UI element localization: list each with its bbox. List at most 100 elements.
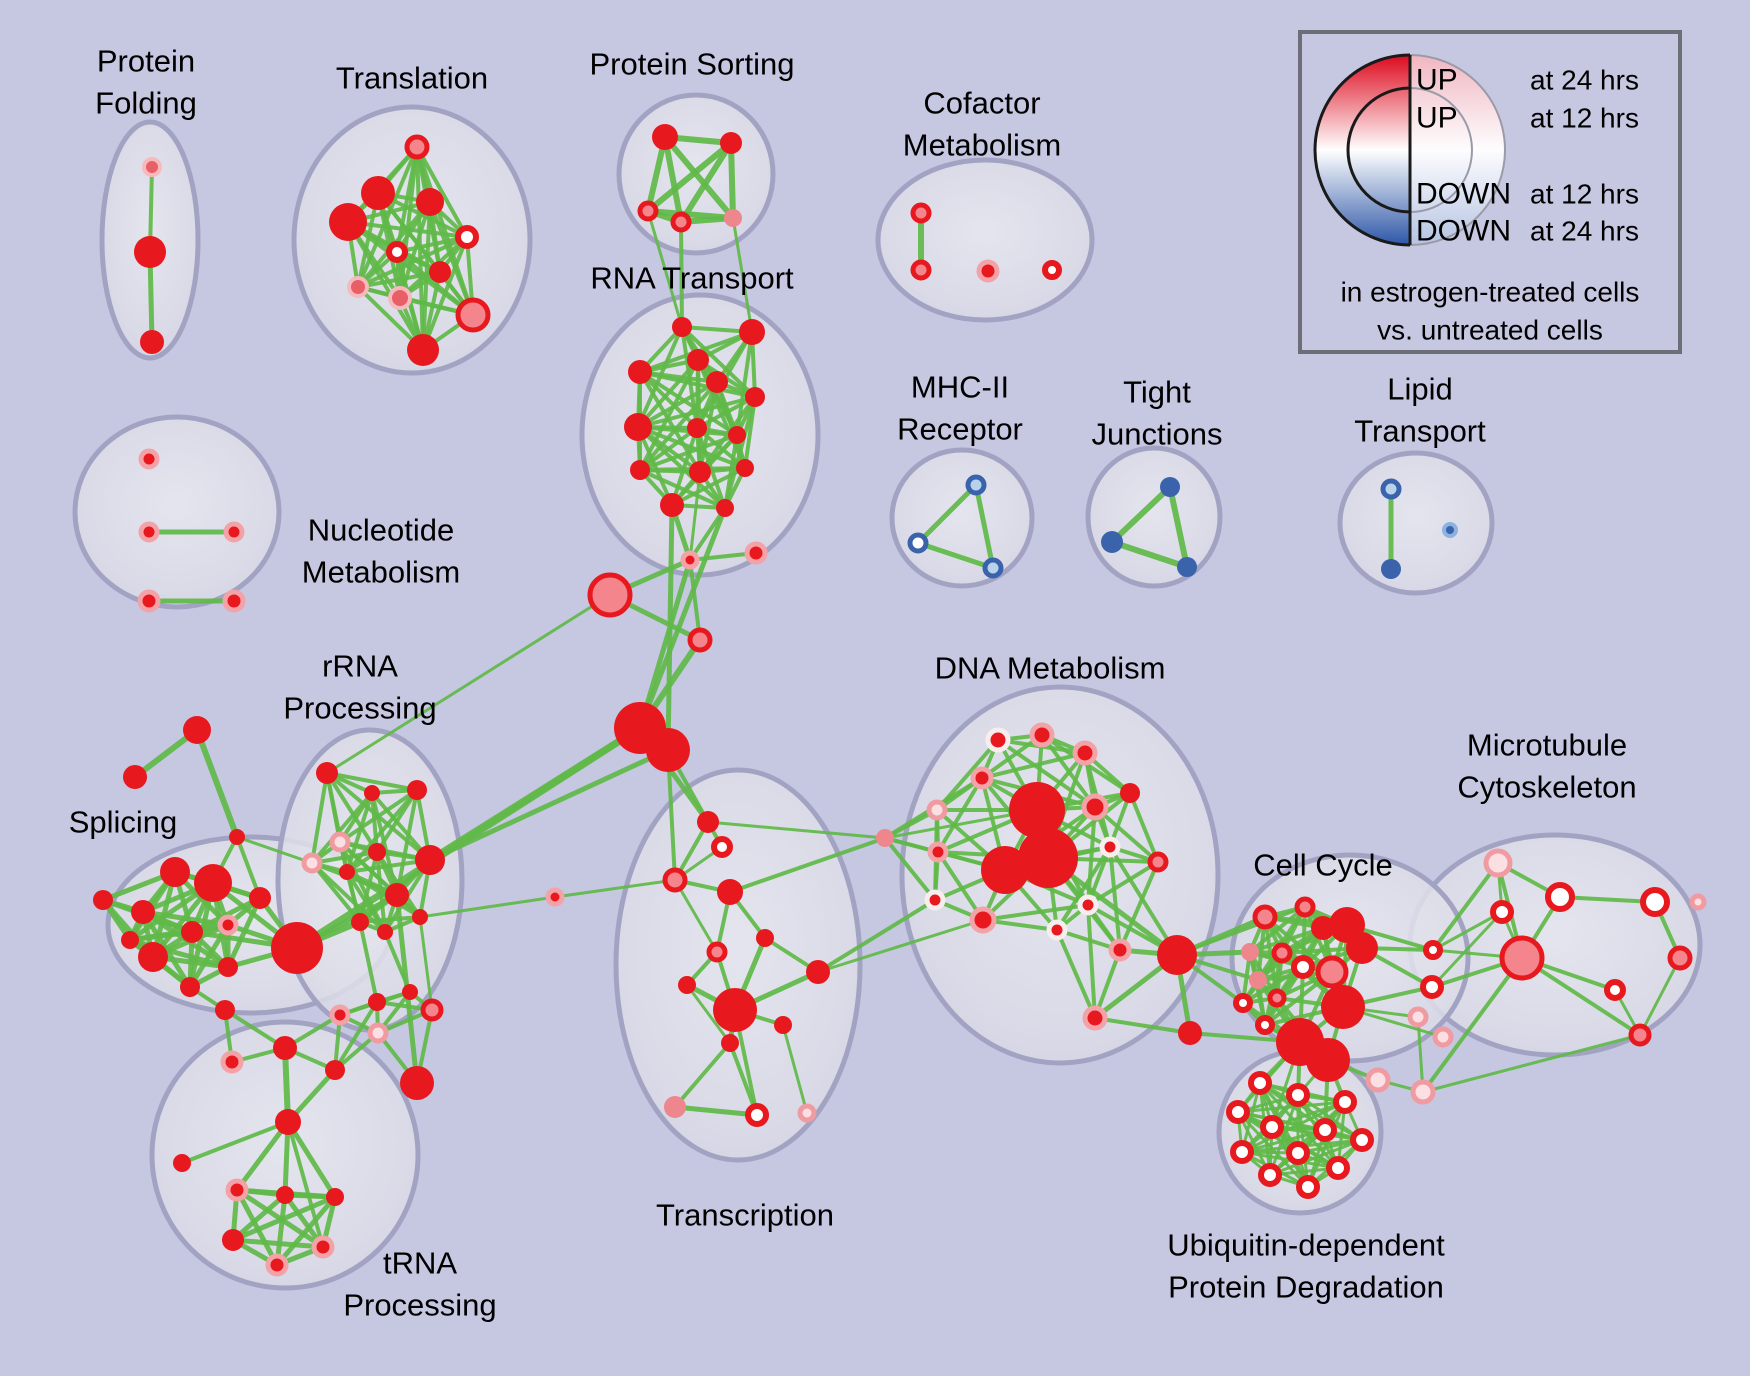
node-rr8 (385, 883, 409, 907)
node-tp9 (400, 1066, 434, 1100)
network-edge (996, 738, 1097, 809)
network-edge (293, 724, 644, 952)
node-ps0 (652, 124, 678, 150)
node-tx7 (678, 976, 696, 994)
node-mt3 (1499, 935, 1545, 981)
node-tp4 (420, 998, 444, 1022)
legend-time-label: at 24 hrs (1530, 65, 1639, 96)
node-mh0 (965, 474, 987, 496)
node-sp0 (183, 716, 211, 744)
node-sp1 (123, 765, 147, 789)
network-edge (673, 1041, 732, 1109)
node-sp4 (194, 864, 232, 902)
network-edge (1430, 910, 1504, 989)
cluster-label-tight-junctions: Tight (1123, 375, 1191, 410)
network-edge (274, 1192, 288, 1268)
cluster-label-translation: Translation (336, 61, 488, 96)
network-edge (1108, 845, 1122, 952)
node-tr3 (329, 203, 367, 241)
node-sp5 (131, 900, 155, 924)
network-edge (230, 1237, 326, 1250)
network-edge (553, 878, 677, 899)
legend-direction-label: UP (1416, 102, 1458, 135)
node-dn0 (985, 727, 1011, 753)
node-tx5 (706, 941, 728, 963)
cluster-label-cofactor-metabolism: Metabolism (903, 128, 1062, 163)
node-dn2 (1072, 740, 1098, 766)
node-cc19 (1432, 1026, 1454, 1048)
node-tp3 (402, 984, 418, 1000)
node-sp9 (138, 942, 168, 972)
network-edge (1421, 956, 1524, 1094)
cluster-label-mhc-ii-receptor: Receptor (897, 412, 1023, 447)
node-tn1 (173, 1154, 191, 1172)
network-edge (1093, 805, 1160, 864)
legend-time-label: at 12 hrs (1530, 179, 1639, 210)
node-tp5 (273, 1036, 297, 1060)
cluster-label-protein-folding: Protein (97, 44, 195, 79)
node-cc0 (1252, 904, 1278, 930)
cluster-label-trna-processing: Processing (343, 1288, 496, 1323)
network-edge (1055, 928, 1097, 1020)
network-edge (230, 1194, 338, 1243)
network-edge (688, 470, 702, 562)
network-edge (194, 727, 240, 840)
network-edge (1558, 895, 1657, 904)
network-edge (274, 1194, 338, 1268)
node-sp2 (229, 829, 245, 845)
node-ps1 (720, 132, 742, 154)
node-rt9 (630, 460, 650, 480)
network-edge (1268, 1100, 1347, 1177)
node-rt0 (672, 317, 692, 337)
node-mh1 (907, 532, 929, 554)
node-nm1 (138, 521, 160, 543)
node-dn17 (1108, 938, 1132, 962)
node-cc1 (1294, 896, 1316, 918)
node-ub6 (1350, 1128, 1374, 1152)
node-dn16 (1046, 919, 1068, 941)
network-edge (673, 878, 719, 954)
network-edge (915, 482, 979, 546)
network-edge (915, 540, 996, 571)
node-sp8 (217, 914, 239, 936)
node-dn1 (1029, 722, 1055, 748)
network-edge (1421, 1033, 1642, 1094)
network-edge (1638, 956, 1682, 1037)
node-sp14 (121, 931, 139, 949)
network-edge (230, 1192, 288, 1243)
node-cc7 (1291, 955, 1315, 979)
cluster-label-nucleotide-metabolism: Nucleotide (308, 513, 454, 548)
node-tx4 (717, 879, 743, 905)
network-edge (1248, 905, 1307, 954)
cluster-label-microtubule-cytoskeleton: Cytoskeleton (1457, 770, 1636, 805)
node-rt8 (728, 426, 746, 444)
node-cc8 (1315, 955, 1349, 989)
node-cc17 (1420, 975, 1444, 999)
node-sp6 (93, 890, 113, 910)
node-sp10 (271, 922, 323, 974)
legend-footer-text: vs. untreated cells (1377, 315, 1603, 346)
node-dn8 (1018, 828, 1078, 888)
node-tr7 (347, 276, 369, 298)
network-edge (672, 1104, 760, 1118)
node-rr5 (368, 843, 386, 861)
network-edge (358, 920, 379, 1004)
network-edge (1167, 484, 1190, 570)
cluster-label-nucleotide-metabolism: Metabolism (302, 555, 461, 590)
network-edge (325, 593, 612, 775)
network-edge (728, 1041, 759, 1117)
network-edge (1128, 791, 1160, 864)
network-edge (415, 145, 469, 239)
legend-outer-ring-left (1313, 53, 1410, 247)
network-edge (670, 426, 699, 507)
network-edge (646, 209, 684, 329)
network-edge (418, 895, 557, 919)
node-cc16 (1423, 940, 1443, 960)
network-edge (1268, 1138, 1364, 1177)
node-rr4 (301, 852, 323, 874)
cluster-label-cofactor-metabolism: Cofactor (923, 86, 1040, 121)
network-edge (310, 771, 329, 865)
network-edge (688, 558, 702, 642)
node-nm3 (137, 589, 161, 613)
